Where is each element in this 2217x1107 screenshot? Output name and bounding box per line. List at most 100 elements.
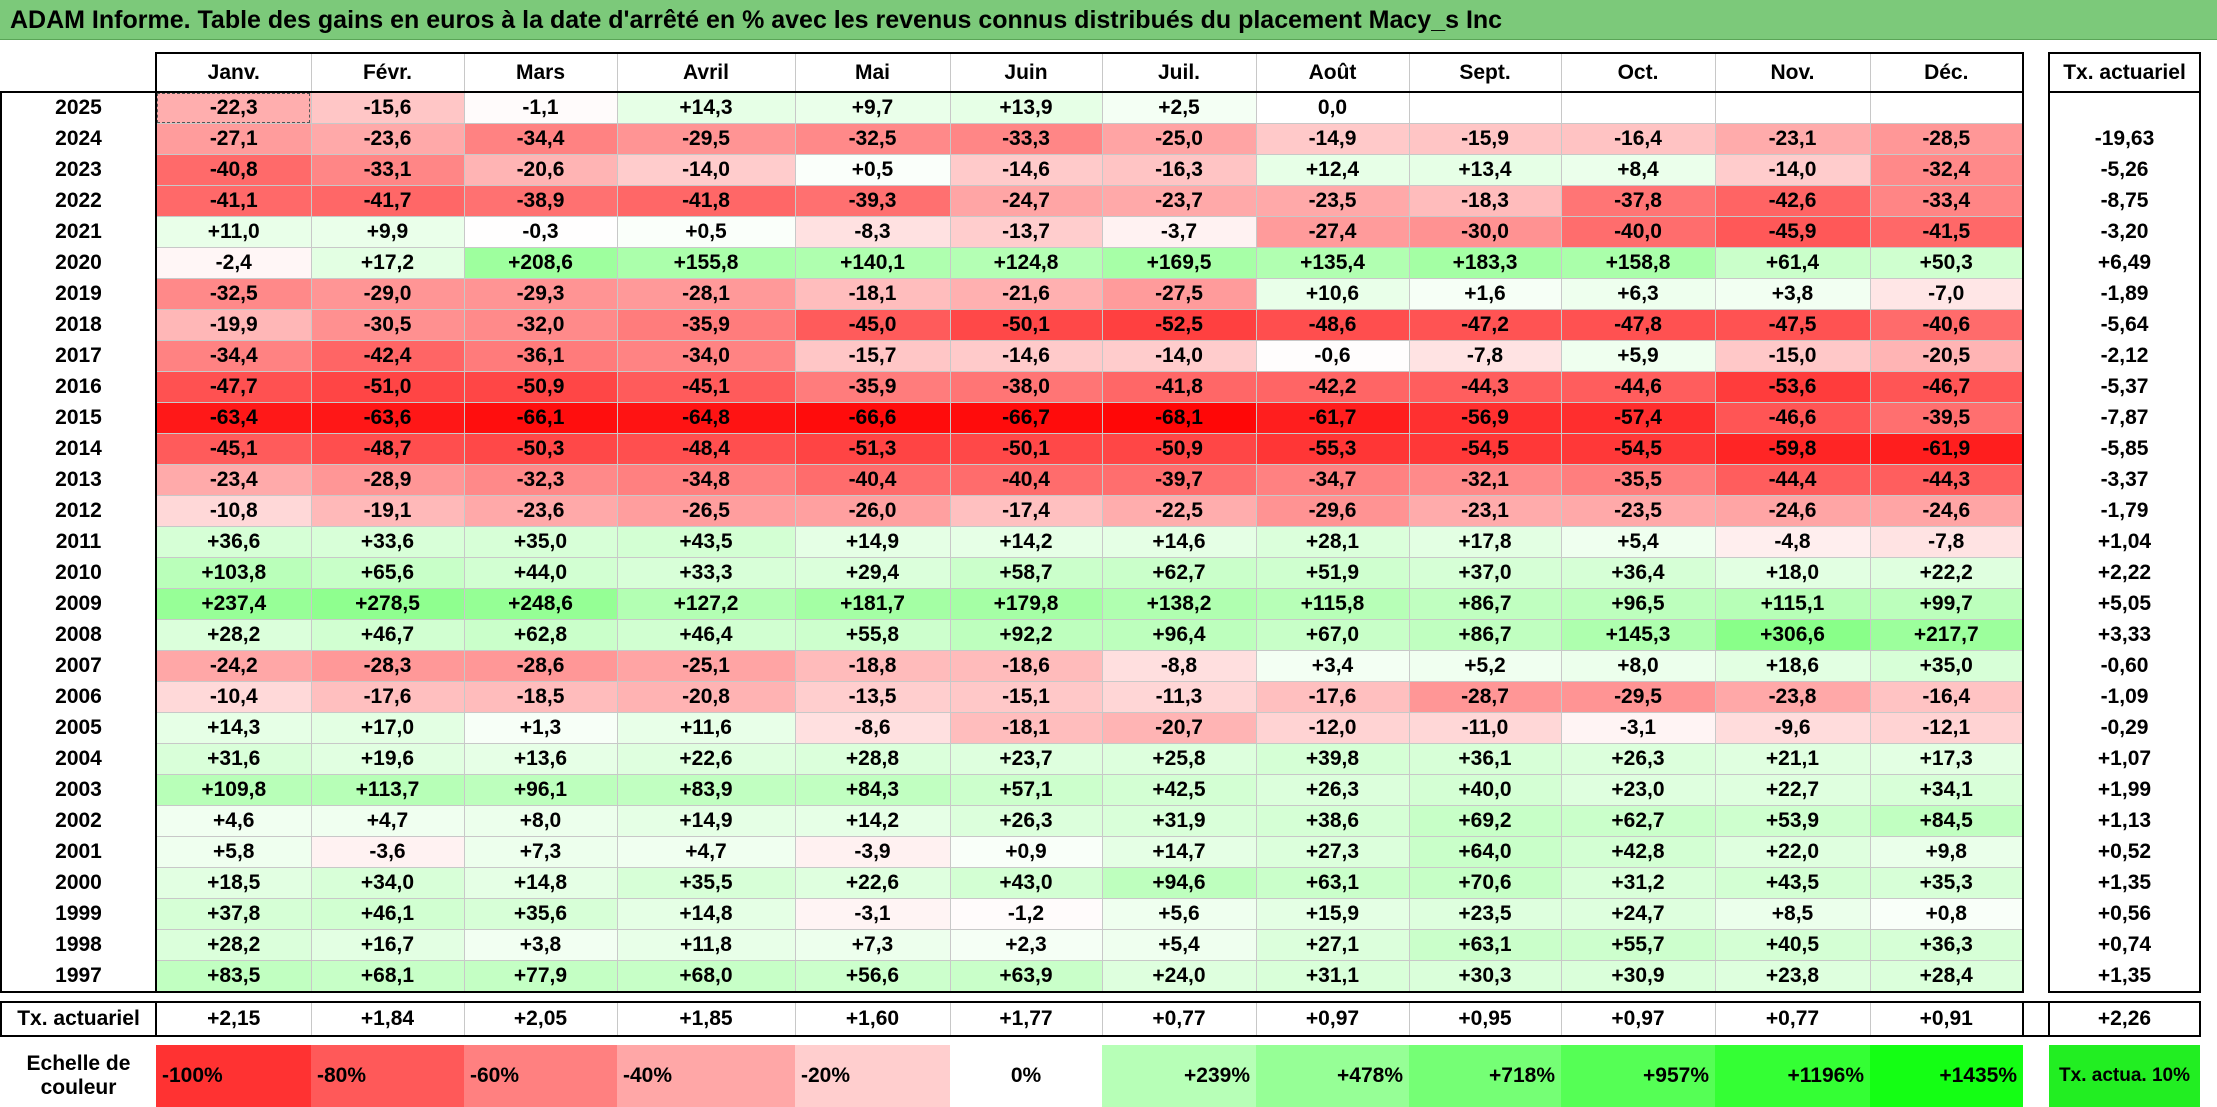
year-label: 2022 bbox=[0, 185, 157, 217]
gain-cell: +36,1 bbox=[1408, 743, 1562, 775]
gain-cell: -38,0 bbox=[949, 371, 1103, 403]
gain-cell: +5,8 bbox=[155, 836, 312, 868]
gap-cell bbox=[2023, 526, 2049, 558]
table-row: 1997 +83,5 +68,1 +77,9 +68,0 +56,6 +63,9 +24,0 +… bbox=[0, 960, 2201, 993]
gain-cell: +29,4 bbox=[794, 557, 951, 589]
gain-cell: -18,1 bbox=[949, 712, 1103, 744]
gain-cell: -7,8 bbox=[1869, 526, 2024, 558]
month-header: Févr. bbox=[310, 52, 464, 93]
gain-cell: -16,3 bbox=[1101, 154, 1257, 186]
gain-cell: +6,3 bbox=[1560, 278, 1716, 310]
gain-cell: -9,6 bbox=[1714, 712, 1871, 744]
gap-cell bbox=[2023, 867, 2049, 899]
month-header: Sept. bbox=[1408, 52, 1561, 93]
gain-cell: +14,9 bbox=[616, 805, 796, 837]
month-header: Déc. bbox=[1869, 52, 2024, 93]
table-row: 2008 +28,2 +46,7 +62,8 +46,4 +55,8 +92,2 +96,4 +… bbox=[0, 619, 2201, 651]
gain-cell: -3,6 bbox=[310, 836, 465, 868]
gain-cell: +14,2 bbox=[794, 805, 951, 837]
gain-cell: -29,3 bbox=[463, 278, 618, 310]
gain-cell: +306,6 bbox=[1714, 619, 1871, 651]
gain-cell: +42,5 bbox=[1101, 774, 1257, 806]
gain-cell: +5,6 bbox=[1101, 898, 1257, 930]
gap-cell bbox=[2023, 1045, 2049, 1107]
gain-cell: -44,3 bbox=[1408, 371, 1562, 403]
footer-rate-cell: +0,77 bbox=[1714, 1001, 1871, 1037]
gap-cell bbox=[2023, 278, 2049, 310]
month-header: Janv. bbox=[155, 52, 311, 93]
color-scale-swatch: +478% bbox=[1256, 1045, 1409, 1107]
gain-cell: -32,5 bbox=[794, 123, 951, 155]
gain-cell: -64,8 bbox=[616, 402, 796, 434]
gain-cell: +63,1 bbox=[1408, 929, 1562, 961]
gap-cell bbox=[2023, 836, 2049, 868]
gain-cell: +65,6 bbox=[310, 557, 465, 589]
gain-cell: +35,0 bbox=[1869, 650, 2024, 682]
annual-rate-cell: -2,12 bbox=[2048, 340, 2201, 372]
gain-cell: +11,0 bbox=[155, 216, 312, 248]
month-header: Nov. bbox=[1714, 52, 1870, 93]
footer-rate-cell: +0,77 bbox=[1101, 1001, 1257, 1037]
gain-cell: -45,1 bbox=[155, 433, 312, 465]
year-label: 2019 bbox=[0, 278, 157, 310]
annual-rate-cell: +1,99 bbox=[2048, 774, 2201, 806]
table-row: 2024 -27,1 -23,6 -34,4 -29,5 -32,5 -33,3 -25,0-… bbox=[0, 123, 2201, 155]
gain-cell: +17,0 bbox=[310, 712, 465, 744]
gain-cell: +10,6 bbox=[1255, 278, 1410, 310]
gain-cell: +7,3 bbox=[463, 836, 618, 868]
month-header: Juin bbox=[949, 52, 1102, 93]
year-label: 2023 bbox=[0, 154, 157, 186]
gain-cell: +14,2 bbox=[949, 526, 1103, 558]
gain-cell: +96,4 bbox=[1101, 619, 1257, 651]
color-scale-label: Echelle de couleur bbox=[26, 1052, 131, 1099]
gain-cell: +99,7 bbox=[1869, 588, 2024, 620]
gain-cell: -19,1 bbox=[310, 495, 465, 527]
gain-cell: -3,1 bbox=[794, 898, 951, 930]
year-label: 2017 bbox=[0, 340, 157, 372]
gain-cell: -32,1 bbox=[1408, 464, 1562, 496]
gain-cell: +13,6 bbox=[463, 743, 618, 775]
year-label: 2009 bbox=[0, 588, 157, 620]
gain-cell: -28,9 bbox=[310, 464, 465, 496]
gap-cell bbox=[2023, 805, 2049, 837]
annual-rate-cell: -3,37 bbox=[2048, 464, 2201, 496]
gain-cell: +217,7 bbox=[1869, 619, 2024, 651]
gain-cell: +63,1 bbox=[1255, 867, 1410, 899]
gain-cell: +40,0 bbox=[1408, 774, 1562, 806]
gain-cell: +22,0 bbox=[1714, 836, 1871, 868]
gain-cell: -27,4 bbox=[1255, 216, 1410, 248]
annual-rate-cell: +1,35 bbox=[2048, 867, 2201, 899]
gain-cell: +158,8 bbox=[1560, 247, 1716, 279]
gain-cell: -48,6 bbox=[1255, 309, 1410, 341]
gain-cell: -13,7 bbox=[949, 216, 1103, 248]
annual-rate-cell: +0,74 bbox=[2048, 929, 2201, 961]
gain-cell: +96,5 bbox=[1560, 588, 1716, 620]
gain-cell: +155,8 bbox=[616, 247, 796, 279]
gain-cell: +37,0 bbox=[1408, 557, 1562, 589]
annual-rate-cell: -5,26 bbox=[2048, 154, 2201, 186]
gain-cell: -14,6 bbox=[949, 154, 1103, 186]
gain-cell: +46,4 bbox=[616, 619, 796, 651]
spacer-cell bbox=[1, 1036, 2200, 1045]
table-row: 2000 +18,5 +34,0 +14,8 +35,5 +22,6 +43,0 +94,6 +… bbox=[0, 867, 2201, 899]
gain-cell: -50,9 bbox=[1101, 433, 1257, 465]
table-row: 2015 -63,4 -63,6 -66,1 -64,8 -66,6 -66,7 -68,1-… bbox=[0, 402, 2201, 434]
gain-cell: -18,5 bbox=[463, 681, 618, 713]
gain-cell: -33,4 bbox=[1869, 185, 2024, 217]
gain-cell: +24,7 bbox=[1560, 898, 1716, 930]
gain-cell: -4,8 bbox=[1714, 526, 1871, 558]
gain-cell: +14,9 bbox=[794, 526, 951, 558]
gap-cell bbox=[2023, 774, 2049, 806]
gain-cell: -28,3 bbox=[310, 650, 465, 682]
gain-cell: -24,6 bbox=[1869, 495, 2024, 527]
gain-cell: -23,7 bbox=[1101, 185, 1257, 217]
table-row: 2020 -2,4 +17,2 +208,6 +155,8 +140,1 +124,8 +16… bbox=[0, 247, 2201, 279]
gain-cell: +35,6 bbox=[463, 898, 618, 930]
gain-cell: -8,3 bbox=[794, 216, 951, 248]
gain-cell: -51,3 bbox=[794, 433, 951, 465]
month-header: Avril bbox=[616, 52, 795, 93]
table-row: 2010 +103,8 +65,6 +44,0 +33,3 +29,4 +58,7 +62,7… bbox=[0, 557, 2201, 589]
gain-cell: +62,7 bbox=[1560, 805, 1716, 837]
gain-cell: -40,4 bbox=[794, 464, 951, 496]
gap-cell bbox=[2023, 960, 2049, 992]
